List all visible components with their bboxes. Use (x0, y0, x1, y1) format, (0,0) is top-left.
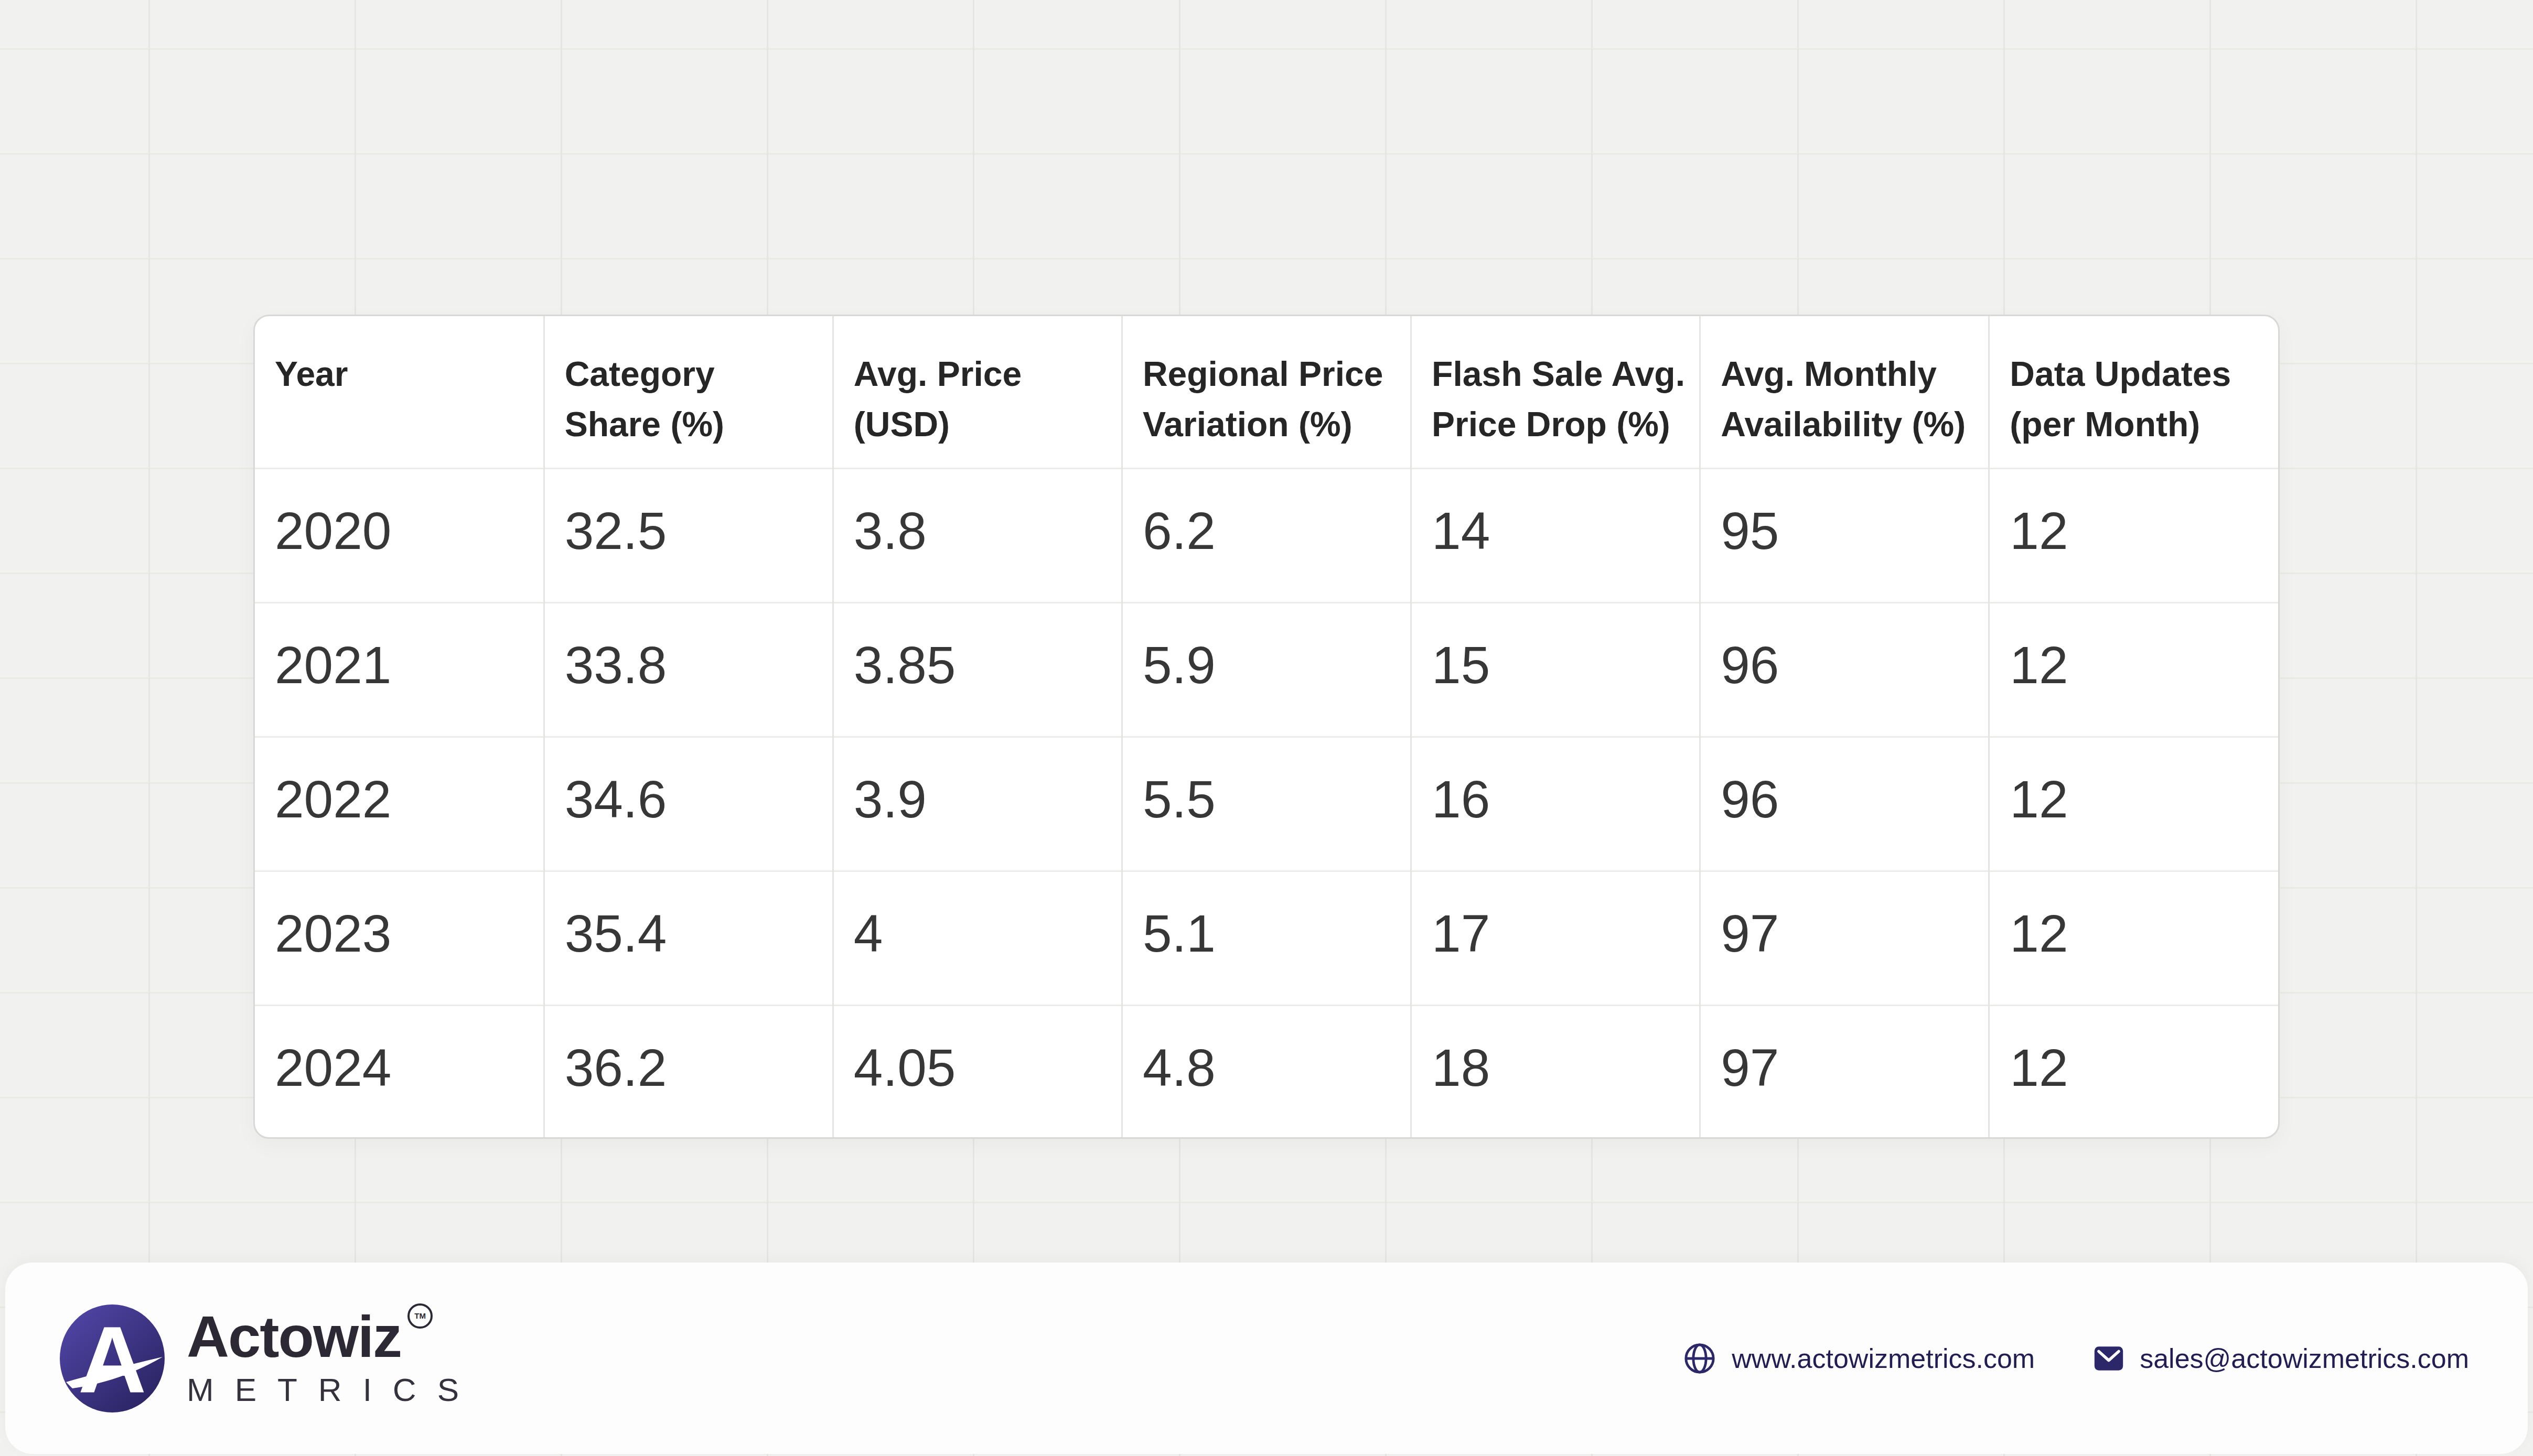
table-cell: 5.1 (1122, 871, 1411, 1005)
table-cell: 97 (1700, 871, 1989, 1005)
table-cell: 96 (1700, 737, 1989, 871)
table-cell: 2023 (255, 871, 544, 1005)
table-cell: 2020 (255, 468, 544, 602)
table-cell: 5.9 (1122, 602, 1411, 737)
column-header-category-share: Category Share (%) (544, 316, 833, 468)
table-header-row: Year Category Share (%) Avg. Price (USD)… (255, 316, 2278, 468)
table-cell: 97 (1700, 1005, 1989, 1139)
actowiz-logo-icon: A (60, 1304, 165, 1412)
website-label: www.actowizmetrics.com (1732, 1343, 2035, 1374)
table-cell: 2022 (255, 737, 544, 871)
brand-name: Actowiz (187, 1310, 401, 1364)
column-header-data-updates: Data Updates (per Month) (1989, 316, 2278, 468)
table-row: 2020 32.5 3.8 6.2 14 95 12 (255, 468, 2278, 602)
website-link[interactable]: www.actowizmetrics.com (1683, 1342, 2035, 1375)
footer-bar: A Actowiz TM METRICS www.actowizmetrics.… (5, 1263, 2528, 1454)
brand-name-row: Actowiz TM (187, 1310, 480, 1364)
table-cell: 96 (1700, 602, 1989, 737)
table-cell: 12 (1989, 871, 2278, 1005)
table-row: 2022 34.6 3.9 5.5 16 96 12 (255, 737, 2278, 871)
table-cell: 5.5 (1122, 737, 1411, 871)
table-cell: 33.8 (544, 602, 833, 737)
table-cell: 6.2 (1122, 468, 1411, 602)
table-cell: 17 (1411, 871, 1700, 1005)
column-header-regional-price-variation: Regional Price Variation (%) (1122, 316, 1411, 468)
table-cell: 16 (1411, 737, 1700, 871)
table-cell: 18 (1411, 1005, 1700, 1139)
column-header-avg-price: Avg. Price (USD) (833, 316, 1122, 468)
table-cell: 15 (1411, 602, 1700, 737)
table-cell: 4.05 (833, 1005, 1122, 1139)
column-header-monthly-availability: Avg. Monthly Availability (%) (1700, 316, 1989, 468)
table-cell: 12 (1989, 602, 2278, 737)
table-cell: 34.6 (544, 737, 833, 871)
column-header-flash-sale-price-drop: Flash Sale Avg. Price Drop (%) (1411, 316, 1700, 468)
table-cell: 2021 (255, 602, 544, 737)
table-cell: 4 (833, 871, 1122, 1005)
table-cell: 32.5 (544, 468, 833, 602)
table-row: 2023 35.4 4 5.1 17 97 12 (255, 871, 2278, 1005)
page-background: { "chart_data": { "type": "table", "colu… (0, 0, 2533, 1456)
table-cell: 4.8 (1122, 1005, 1411, 1139)
table-cell: 36.2 (544, 1005, 833, 1139)
table-cell: 2024 (255, 1005, 544, 1139)
brand-subtitle: METRICS (187, 1373, 480, 1407)
table-cell: 14 (1411, 468, 1700, 602)
email-label: sales@actowizmetrics.com (2140, 1343, 2469, 1374)
data-table: Year Category Share (%) Avg. Price (USD)… (255, 316, 2278, 1139)
table-cell: 3.8 (833, 468, 1122, 602)
svg-text:A: A (78, 1307, 146, 1412)
trademark-badge: TM (407, 1303, 433, 1329)
mail-icon (2094, 1345, 2124, 1372)
brand-text: Actowiz TM METRICS (187, 1310, 480, 1407)
table-cell: 3.9 (833, 737, 1122, 871)
table-cell: 12 (1989, 468, 2278, 602)
table-cell: 12 (1989, 737, 2278, 871)
table-row: 2021 33.8 3.85 5.9 15 96 12 (255, 602, 2278, 737)
brand-logo: A Actowiz TM METRICS (60, 1304, 480, 1412)
column-header-year: Year (255, 316, 544, 468)
footer-contacts: www.actowizmetrics.com sales@actowizmetr… (1683, 1342, 2469, 1375)
table-cell: 3.85 (833, 602, 1122, 737)
table-cell: 95 (1700, 468, 1989, 602)
email-link[interactable]: sales@actowizmetrics.com (2094, 1343, 2469, 1374)
globe-icon (1683, 1342, 1716, 1375)
data-table-card: Year Category Share (%) Avg. Price (USD)… (253, 315, 2280, 1139)
table-cell: 35.4 (544, 871, 833, 1005)
table-row: 2024 36.2 4.05 4.8 18 97 12 (255, 1005, 2278, 1139)
table-cell: 12 (1989, 1005, 2278, 1139)
